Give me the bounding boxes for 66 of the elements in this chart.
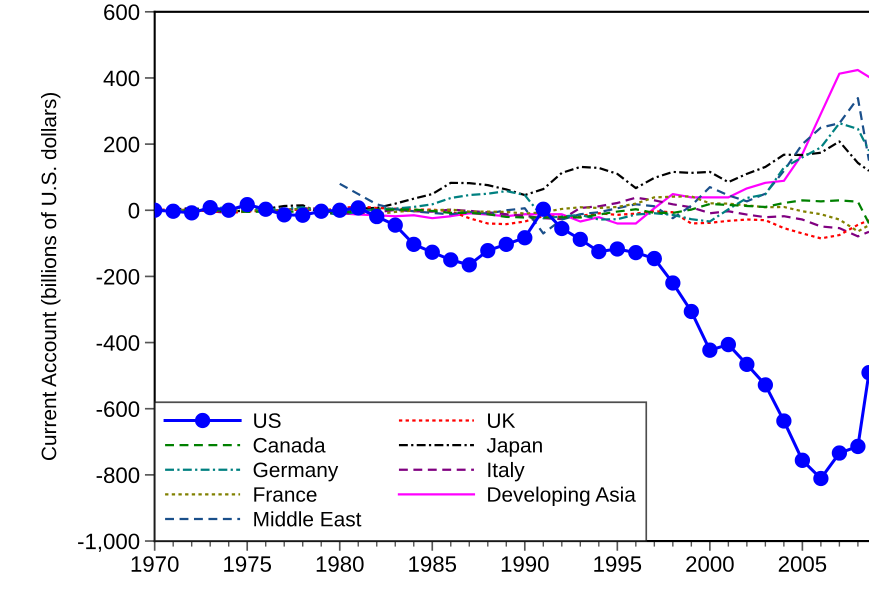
- legend-label: France: [254, 487, 317, 502]
- x-tick-label: 2005: [778, 556, 826, 572]
- legend-label: Germany: [254, 462, 338, 482]
- point: [739, 356, 754, 372]
- point: [536, 202, 551, 217]
- legend-label: Middle East: [254, 511, 362, 526]
- legend-label: US: [254, 413, 281, 428]
- point: [813, 470, 829, 486]
- x-tick-label: 1985: [409, 556, 456, 572]
- point: [369, 208, 384, 224]
- point: [832, 445, 848, 461]
- point: [720, 336, 736, 352]
- y-tick-label: -400: [96, 335, 140, 351]
- point: [758, 377, 774, 393]
- point: [350, 200, 366, 216]
- point: [258, 202, 274, 217]
- legend-label: Developing Asia: [488, 486, 636, 506]
- point: [480, 242, 496, 258]
- point: [498, 236, 514, 252]
- y-tick-label: -1,000: [78, 534, 140, 552]
- point: [388, 218, 403, 233]
- x-tick-label: 1995: [594, 556, 642, 572]
- point: [443, 252, 458, 268]
- y-tick-label: 200: [104, 136, 140, 152]
- point: [591, 244, 606, 260]
- y-axis-title: Current Account (billions of U.S. dollars): [41, 93, 60, 460]
- point: [332, 202, 348, 218]
- x-tick-label: 1990: [502, 556, 549, 572]
- point: [850, 438, 866, 454]
- legend-label: Canada: [254, 437, 326, 453]
- point: [240, 197, 255, 212]
- y-tick-label: 0: [128, 202, 140, 219]
- point: [221, 202, 236, 218]
- point: [776, 413, 792, 429]
- point: [462, 257, 477, 272]
- point: [406, 236, 422, 252]
- point: [646, 250, 662, 266]
- y-tick-label: -800: [96, 467, 140, 484]
- y-tick-label: 400: [104, 70, 140, 86]
- legend-label: Italy: [488, 462, 525, 482]
- point: [628, 244, 644, 260]
- point: [572, 232, 588, 248]
- point: [184, 205, 200, 221]
- point: [295, 208, 310, 223]
- point: [794, 452, 810, 468]
- point: [166, 204, 181, 219]
- point: [517, 230, 532, 246]
- point: [665, 275, 680, 291]
- point: [554, 220, 570, 236]
- point: [684, 304, 699, 320]
- x-tick-label: 1975: [224, 556, 271, 572]
- point: [202, 200, 218, 216]
- x-tick-label: 2000: [686, 556, 734, 572]
- y-tick-label: -200: [96, 268, 140, 285]
- legend-label: UK: [488, 413, 516, 428]
- legend-label: Japan: [486, 438, 542, 457]
- y-tick-label: 600: [104, 4, 140, 20]
- point: [276, 207, 292, 223]
- x-tick-label: 1970: [132, 556, 179, 572]
- line-series: [338, 97, 869, 235]
- point: [424, 244, 440, 260]
- point: [314, 204, 329, 219]
- point: [702, 342, 718, 358]
- y-tick-label: -600: [96, 401, 140, 417]
- x-tick-label: 1980: [316, 556, 364, 572]
- point: [610, 241, 625, 257]
